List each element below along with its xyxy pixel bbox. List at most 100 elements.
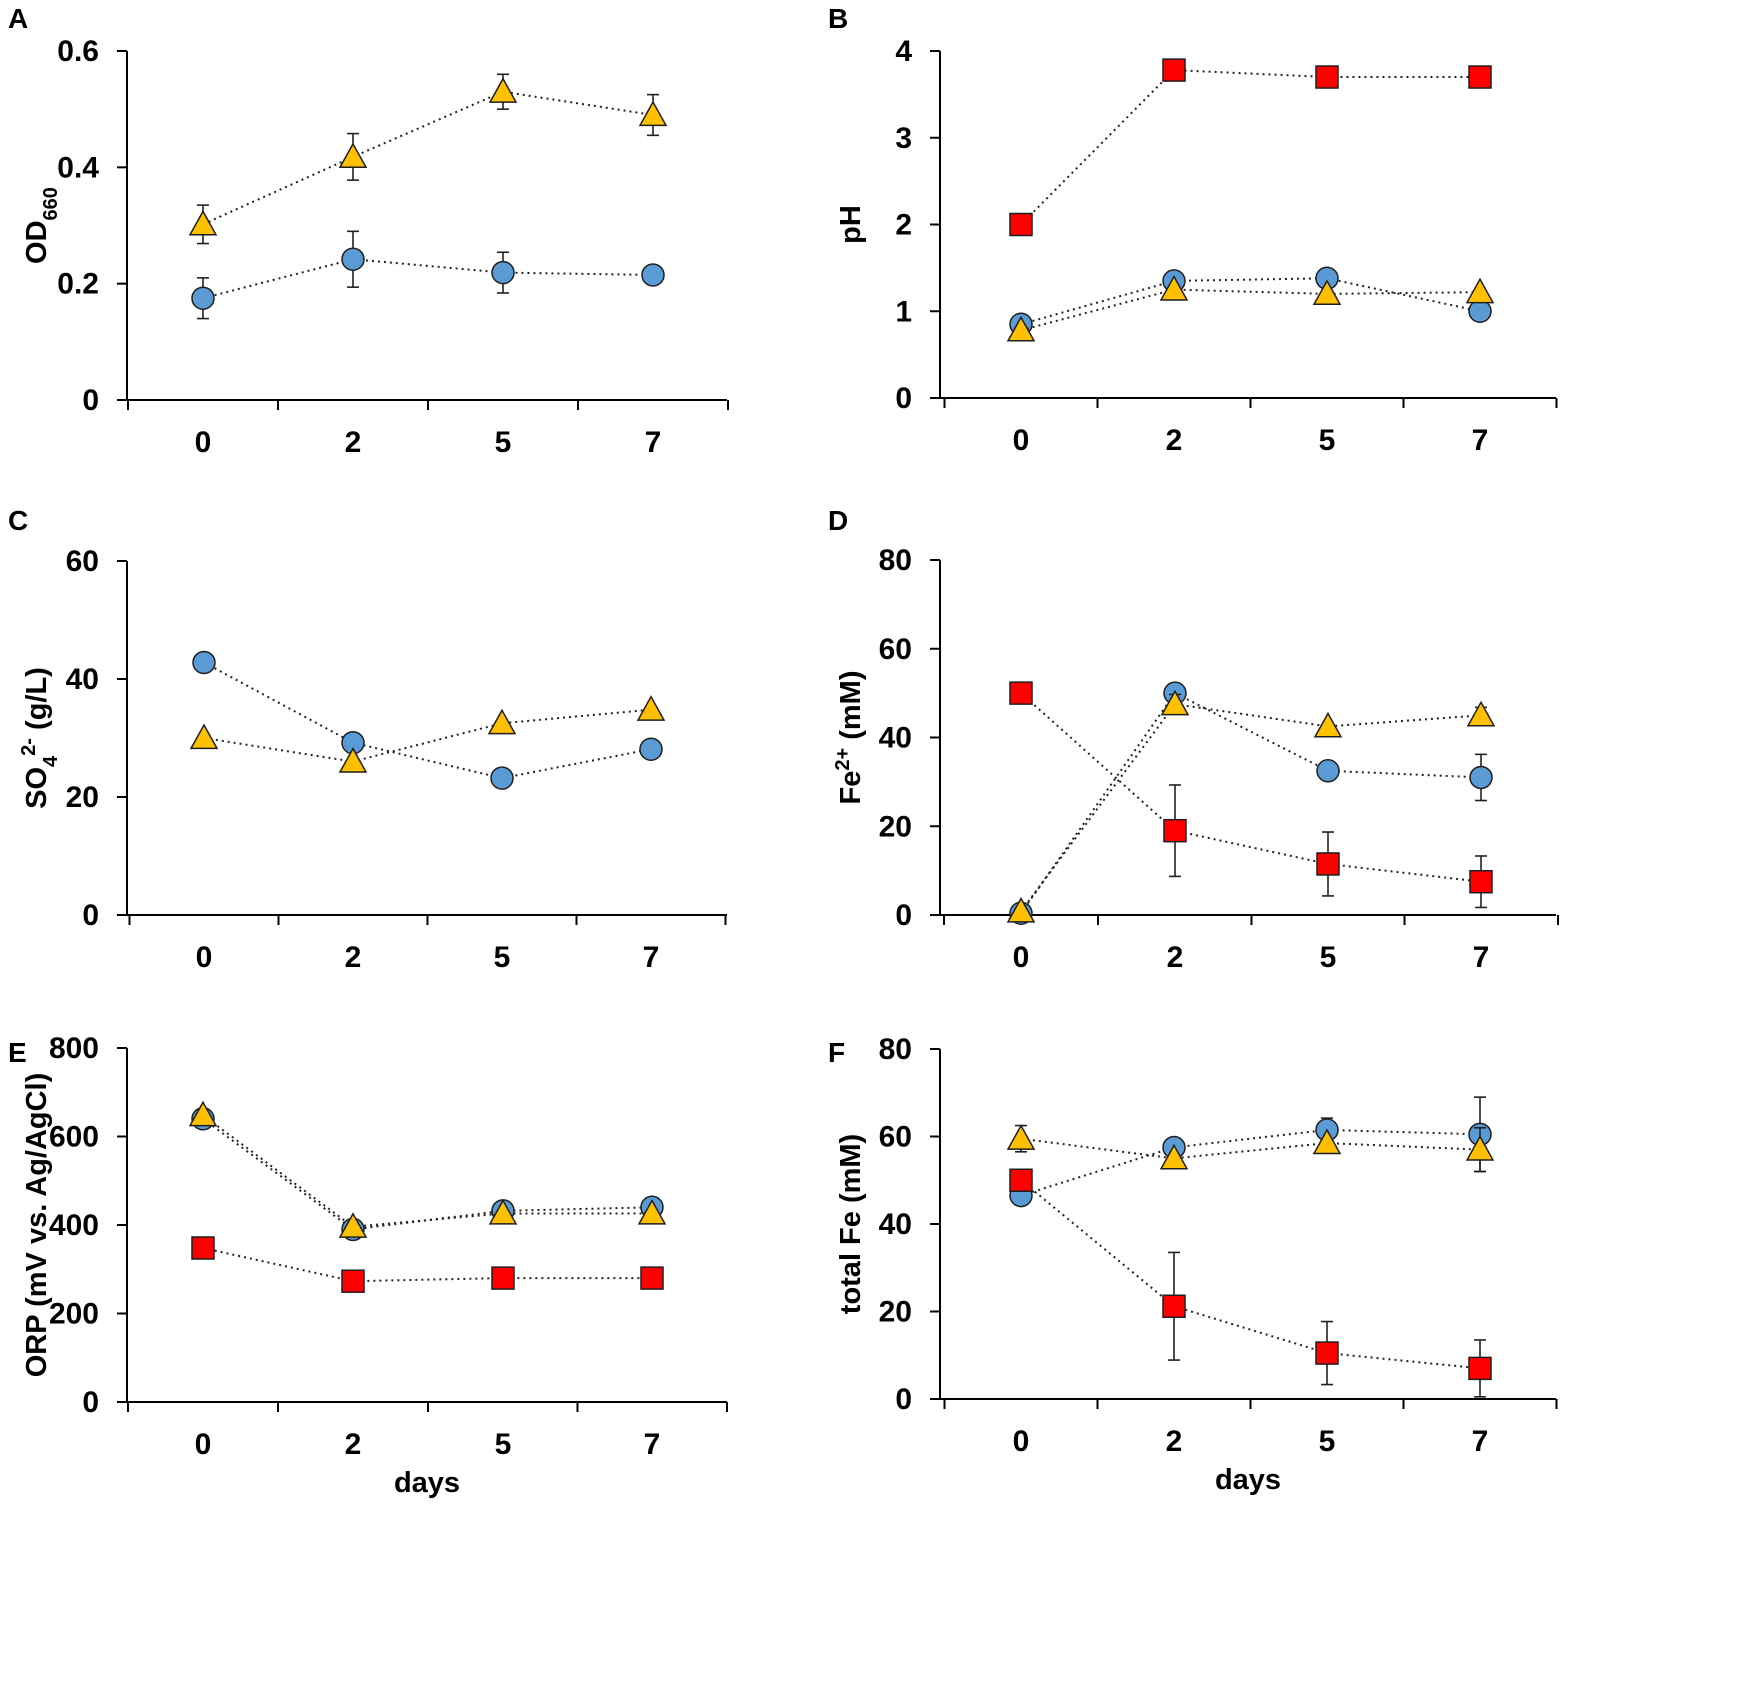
panel-e: E 0 200 400 600 800 0 2 5 7 days ORP (mV vs. Ag/AgC… — [8, 1032, 728, 1499]
x-tick-label: 5 — [1319, 424, 1336, 457]
panel-d: D 0 20 40 60 80 0 2 5 7 Fe2+ (mM) — [828, 505, 1559, 974]
data-point-triangle — [338, 1212, 368, 1238]
y-axis-title: OD660 — [21, 187, 62, 264]
series-line-square — [202, 1247, 652, 1283]
y-axis-title: pH — [835, 205, 867, 244]
data-point-triangle — [488, 1198, 518, 1225]
data-point-square — [1316, 852, 1340, 876]
y-tick-label: 1 — [895, 295, 912, 328]
data-point-triangle — [189, 723, 219, 750]
series-line-square — [1020, 1179, 1481, 1370]
data-point-triangle — [1466, 700, 1496, 727]
x-tick-label: 5 — [495, 1428, 512, 1461]
series-line-circle — [1020, 277, 1481, 326]
panel-letter: D — [828, 505, 848, 536]
x-tick-label: 7 — [1473, 941, 1490, 974]
y-tick-label: 40 — [879, 722, 912, 755]
data-point-square — [1315, 1341, 1339, 1365]
y-tick-label: 20 — [879, 1296, 912, 1329]
x-tick-label: 0 — [196, 941, 213, 974]
y-axis-title: SO42- (g/L) — [18, 667, 62, 809]
data-point-triangle — [1159, 1143, 1189, 1170]
x-tick-label: 0 — [1013, 1425, 1030, 1458]
data-point-triangle — [1160, 689, 1190, 716]
series-line-triangle — [203, 708, 652, 763]
data-point-triangle — [1312, 279, 1342, 306]
data-point-triangle — [188, 209, 218, 236]
x-tick-label: 7 — [1472, 424, 1489, 457]
data-point-triangle — [1006, 1124, 1036, 1150]
y-tick-label: 3 — [895, 122, 912, 155]
x-tick-label: 0 — [195, 426, 212, 459]
data-point-square — [1162, 58, 1186, 82]
data-point-circle — [1469, 765, 1493, 790]
data-point-square — [491, 1266, 515, 1290]
x-axis-title: days — [1215, 1464, 1281, 1496]
y-tick-label: 40 — [66, 663, 99, 696]
x-tick-label: 2 — [345, 1428, 362, 1461]
data-point-square — [1163, 818, 1187, 843]
series-line-square — [1020, 69, 1480, 226]
y-tick-label: 0 — [895, 899, 912, 932]
y-tick-label: 20 — [879, 810, 912, 843]
data-point-circle — [491, 260, 515, 285]
x-tick-label: 0 — [1013, 941, 1030, 974]
data-point-triangle — [338, 747, 368, 773]
data-point-circle — [341, 247, 365, 271]
x-tick-label: 0 — [195, 1428, 212, 1461]
data-point-circle — [641, 263, 665, 287]
x-tick-label: 2 — [345, 941, 362, 974]
y-tick-label: 0 — [82, 384, 99, 417]
series-line-circle — [203, 661, 652, 780]
y-axis-title: Fe2+ (mM) — [832, 671, 867, 805]
data-point-triangle — [1312, 1128, 1342, 1155]
data-point-circle — [192, 650, 216, 675]
data-point-triangle — [636, 695, 666, 721]
y-tick-label: 60 — [879, 1121, 912, 1154]
x-tick-label: 5 — [1320, 941, 1337, 974]
data-point-triangle — [1006, 896, 1036, 923]
y-tick-label: 80 — [879, 544, 912, 577]
data-point-circle — [1468, 299, 1492, 323]
panel-letter: B — [828, 3, 848, 34]
data-point-square — [1009, 1168, 1033, 1192]
x-axis-title: days — [394, 1467, 460, 1499]
y-tick-label: 0 — [895, 1383, 912, 1416]
series-line-circle — [1020, 1128, 1481, 1197]
x-tick-label: 2 — [1167, 941, 1184, 974]
x-tick-label: 5 — [1319, 1425, 1336, 1458]
y-tick-label: 0 — [82, 1386, 99, 1419]
panel-f: F 0 20 40 60 80 0 2 5 7 days total Fe (mM) — [828, 1033, 1558, 1496]
y-tick-label: 20 — [66, 781, 99, 814]
y-axis-title: ORP (mV vs. Ag/AgCl) — [21, 1073, 53, 1378]
y-tick-label: 2 — [895, 209, 912, 242]
series-line-circle — [202, 1117, 653, 1231]
x-tick-label: 2 — [1166, 424, 1183, 457]
data-point-triangle — [338, 142, 368, 169]
data-point-triangle — [638, 100, 668, 127]
data-point-square — [640, 1266, 664, 1290]
series-line-circle — [202, 258, 654, 300]
data-point-triangle — [1465, 1135, 1495, 1161]
data-point-square — [1162, 1294, 1186, 1318]
data-point-square — [1468, 1356, 1492, 1381]
data-point-square — [1009, 212, 1033, 237]
series-line-triangle — [202, 90, 654, 226]
data-point-circle — [490, 766, 514, 790]
y-tick-label: 60 — [879, 633, 912, 666]
y-tick-label: 0 — [895, 382, 912, 415]
x-tick-label: 5 — [495, 426, 512, 459]
x-tick-label: 2 — [345, 426, 362, 459]
y-axis-title: total Fe (mM) — [835, 1134, 867, 1314]
y-tick-label: 0 — [82, 899, 99, 932]
y-tick-label: 40 — [879, 1208, 912, 1241]
y-tick-label: 0.2 — [57, 268, 99, 301]
panel-letter: A — [8, 3, 28, 34]
panel-letter: E — [8, 1037, 27, 1068]
data-point-triangle — [637, 1198, 667, 1225]
data-point-triangle — [487, 708, 517, 735]
y-tick-label: 0.6 — [57, 35, 99, 68]
data-point-triangle — [188, 1100, 218, 1127]
x-tick-label: 7 — [644, 1428, 661, 1461]
